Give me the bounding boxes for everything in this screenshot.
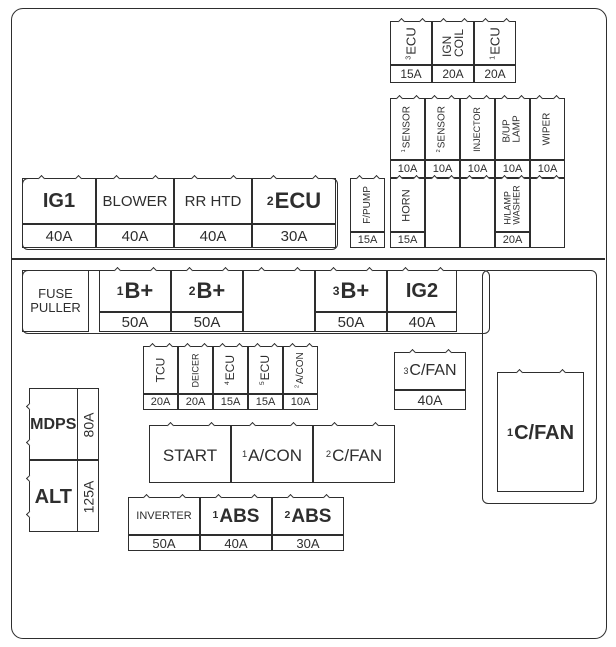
fuse-ig1: IG140A: [22, 178, 96, 248]
fuse-mdps: MDPS80A: [29, 388, 99, 460]
fuse-ecu4: 4ECU15A: [213, 346, 248, 410]
fuse-buplamp: B/UP LAMP10A: [495, 98, 530, 178]
fuse-blank4: [530, 178, 565, 248]
fuse-blank1: [243, 270, 315, 332]
fuse-tcu: TCU20A: [143, 346, 178, 410]
fuse-blower: BLOWER40A: [96, 178, 174, 248]
fuse-puller: FUSE PULLER: [22, 270, 89, 332]
fuse-wiper: WIPER10A: [530, 98, 565, 178]
fuse-ig2: IG240A: [387, 270, 457, 332]
fuse-bp2: 2B+50A: [171, 270, 243, 332]
fuse-start: START: [149, 425, 231, 483]
fuse-abs2: 2ABS30A: [272, 497, 344, 551]
fuse-ecu5: 5ECU15A: [248, 346, 283, 410]
fuse-rrhtd: RR HTD40A: [174, 178, 252, 248]
fuse-ecu2: 2ECU30A: [252, 178, 336, 248]
fuse-acon1: 1A/CON: [231, 425, 313, 483]
fuse-hlwash: H/LAMP WASHER20A: [495, 178, 530, 248]
fuse-invert: INVERTER50A: [128, 497, 200, 551]
fuse-ecu3: 3ECU15A: [390, 21, 432, 83]
fuse-fpump: F/PUMP15A: [350, 178, 385, 248]
fuse-bp3: 3B+50A: [315, 270, 387, 332]
fusebox-diagram: FUSE PULLER IG140ABLOWER40ARR HTD40A2ECU3…: [0, 0, 616, 647]
fuse-cfan1big: 1C/FAN: [497, 372, 584, 492]
fuse-deicer: DEICER20A: [178, 346, 213, 410]
fuse-acon2: 2A/CON10A: [283, 346, 318, 410]
fuse-blank3: [460, 178, 495, 248]
fuse-alt: ALT125A: [29, 460, 99, 532]
fuse-cfan3: 3C/FAN40A: [394, 352, 466, 410]
fuse-injector: INJECTOR10A: [460, 98, 495, 178]
fuse-sensor2: 2SENSOR10A: [425, 98, 460, 178]
fuse-sensor1: 1SENSOR10A: [390, 98, 425, 178]
fuse-blank2: [425, 178, 460, 248]
fuse-horn: HORN15A: [390, 178, 425, 248]
fuse-igncoil: IGN COIL20A: [432, 21, 474, 83]
fuse-abs1: 1ABS40A: [200, 497, 272, 551]
fuse-bp1: 1B+50A: [99, 270, 171, 332]
fuse-ecu1: 1ECU20A: [474, 21, 516, 83]
fuse-cfan2: 2C/FAN: [313, 425, 395, 483]
